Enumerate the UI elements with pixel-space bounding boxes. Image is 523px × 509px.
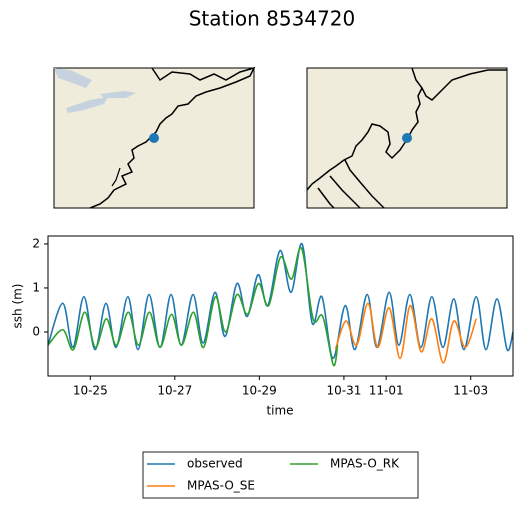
series-line <box>334 302 477 364</box>
legend-box <box>142 451 419 499</box>
station-marker <box>402 133 412 143</box>
series-line <box>47 246 339 367</box>
map-left <box>53 66 256 209</box>
legend: observed MPAS-O_SE MPAS-O_RK <box>147 457 400 493</box>
x-tick-label: 11-03 <box>453 384 488 398</box>
x-axis-label: time <box>266 404 293 418</box>
legend-label: observed <box>187 457 243 471</box>
x-tick-label: 11-01 <box>369 384 404 398</box>
plot-area <box>47 243 514 367</box>
y-tick-label: 1 <box>32 280 40 294</box>
y-tick-label: 2 <box>32 236 40 250</box>
coastline <box>306 67 507 209</box>
series-line <box>47 243 514 360</box>
legend-label: MPAS-O_SE <box>187 479 255 493</box>
x-tick-label: 10-31 <box>326 384 361 398</box>
map-right <box>306 67 508 209</box>
x-tick-label: 10-25 <box>73 384 108 398</box>
coastline <box>89 66 256 209</box>
lake <box>66 97 108 113</box>
y-tick-label: 0 <box>32 324 40 338</box>
lake <box>100 91 136 98</box>
station-marker <box>149 133 159 143</box>
legend-label: MPAS-O_RK <box>330 457 400 471</box>
lake <box>54 68 92 88</box>
coastline <box>111 167 121 187</box>
axes-frame <box>47 235 514 377</box>
x-tick-label: 10-29 <box>242 384 277 398</box>
chart-title: Station 8534720 <box>189 7 356 31</box>
x-tick-label: 10-27 <box>157 384 192 398</box>
y-axis-label: ssh (m) <box>11 284 25 329</box>
